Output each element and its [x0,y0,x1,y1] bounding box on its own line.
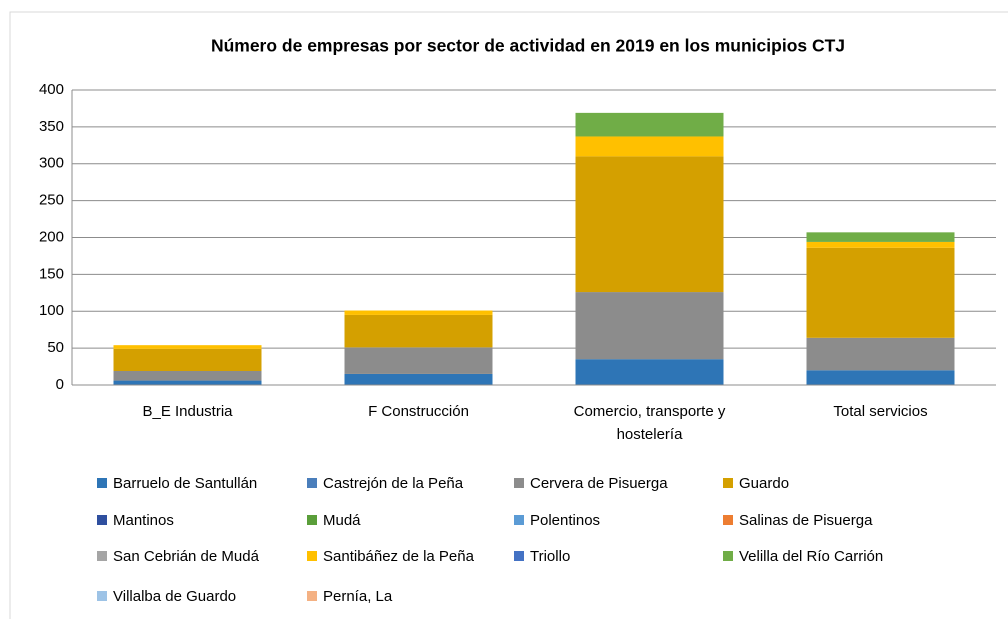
legend-entry: Triollo [514,546,570,566]
bar-segment [113,348,262,371]
legend-label: Santibáñez de la Peña [323,547,474,565]
bar-segment [575,136,724,157]
legend-entry: Castrejón de la Peña [307,473,463,493]
legend-swatch [97,478,107,488]
y-tick-label: 350 [39,118,64,135]
legend-swatch [307,515,317,525]
chart-frame [9,11,1008,619]
bar-segment [113,380,262,385]
legend-entry: Salinas de Pisuerga [723,510,872,530]
legend-swatch [97,551,107,561]
x-tick-label: Total servicios [833,403,928,420]
x-tick-label: B_E Industria [142,403,233,420]
y-tick-label: 250 [39,192,64,209]
legend-entry: Villalba de Guardo [97,586,236,606]
legend-swatch [514,515,524,525]
bar-segment [344,347,493,374]
bar-segment [113,345,262,349]
legend-entry: San Cebrián de Mudá [97,546,259,566]
legend-entry: Cervera de Pisuerga [514,473,668,493]
x-tick-label: Comercio, transporte y hostelería [573,403,726,443]
legend-label: Polentinos [530,511,601,529]
bar-segment [806,241,955,248]
legend-entry: Pernía, La [307,586,392,606]
legend-swatch [723,515,733,525]
bar-segment [575,156,724,293]
legend-label: Guardo [739,474,790,492]
legend-label: Salinas de Pisuerga [739,511,873,529]
legend-entry: Barruelo de Santullán [97,473,257,493]
legend-entry: Velilla del Río Carrión [723,546,883,566]
y-tick-label: 0 [56,376,64,393]
bar-segment [344,314,493,348]
bar-segment [806,247,955,338]
legend-swatch [307,591,317,601]
bar-segment [806,232,955,242]
legend-label: Triollo [530,547,571,565]
legend-swatch [723,478,733,488]
bar-segment [575,112,724,137]
bar-segment [806,370,955,385]
legend-label: Pernía, La [323,587,393,605]
legend-swatch [97,515,107,525]
legend-entry: Santibáñez de la Peña [307,546,474,566]
legend-entry: Mantinos [97,510,174,530]
y-tick-label: 150 [39,265,64,282]
legend-swatch [723,551,733,561]
legend-label: Barruelo de Santullán [113,474,258,492]
bar-segment [113,370,262,381]
bar-segment [344,310,493,315]
legend-entry: Guardo [723,473,789,493]
legend-label: Mantinos [113,511,174,529]
legend-swatch [97,591,107,601]
legend-label: Villalba de Guardo [113,587,237,605]
bar-segment [806,337,955,371]
legend-label: Velilla del Río Carrión [739,547,884,565]
y-tick-label: 100 [39,302,64,319]
y-tick-label: 50 [47,339,64,356]
legend-swatch [514,478,524,488]
y-tick-label: 400 [39,81,64,98]
legend-swatch [307,478,317,488]
legend-swatch [514,551,524,561]
legend-swatch [307,551,317,561]
legend-entry: Mudá [307,510,361,530]
legend-label: Cervera de Pisuerga [530,474,668,492]
legend-label: San Cebrián de Mudá [113,547,259,565]
bar-segment [575,359,724,385]
chart-title: Número de empresas por sector de activid… [211,36,845,56]
legend-entry: Polentinos [514,510,600,530]
y-tick-label: 300 [39,155,64,172]
bar-segment [575,292,724,360]
y-tick-label: 200 [39,228,64,245]
legend-label: Castrejón de la Peña [323,474,464,492]
bar-segment [344,373,493,385]
legend-label: Mudá [323,511,361,529]
x-tick-label: F Construcción [368,403,469,420]
